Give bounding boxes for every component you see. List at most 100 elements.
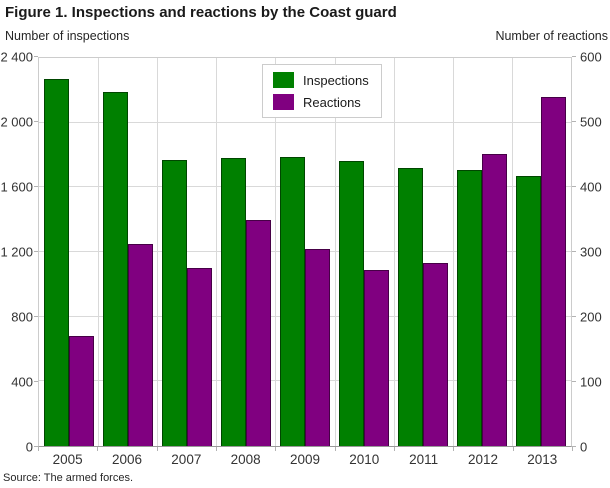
tick-label: 100 xyxy=(580,374,602,390)
tick-label: 800 xyxy=(11,309,33,325)
tick-mark xyxy=(34,121,38,122)
chart-title: Figure 1. Inspections and reactions by t… xyxy=(5,4,397,21)
legend-label-reactions: Reactions xyxy=(303,94,361,110)
x-axis-labels: 2005 2006 2007 2008 2009 2010 2011 2012 2013 xyxy=(38,452,572,467)
tick-mark xyxy=(572,186,576,188)
legend-item-inspections[interactable]: Inspections xyxy=(273,72,369,88)
tick-label: 2 400 xyxy=(0,49,33,65)
bar-inspections-2005 xyxy=(43,79,69,446)
reactions-swatch-icon xyxy=(273,94,294,110)
bar-reactions-2005 xyxy=(68,336,94,446)
bar-inspections-2012 xyxy=(457,169,483,446)
left-axis-title: Number of inspections xyxy=(5,29,130,43)
tick-label: 2 000 xyxy=(0,114,33,130)
bar-group-2010 xyxy=(335,58,394,446)
bar-reactions-2012 xyxy=(482,153,508,446)
x-axis-label-2012: 2012 xyxy=(467,452,498,467)
tick-mark xyxy=(572,446,576,447)
legend-item-reactions[interactable]: Reactions xyxy=(273,94,369,110)
bar-inspections-2010 xyxy=(339,161,365,446)
tick-mark xyxy=(572,381,576,383)
tick-label: 400 xyxy=(11,374,33,390)
bar-reactions-2013 xyxy=(541,96,567,446)
tick-label: 0 xyxy=(580,439,588,455)
x-axis-label-2008: 2008 xyxy=(230,452,261,467)
bar-reactions-2007 xyxy=(186,268,212,446)
tick-label: 0 xyxy=(25,439,33,455)
tick-label: 600 xyxy=(580,49,602,65)
x-axis-label-2013: 2013 xyxy=(527,452,558,467)
v-gridline xyxy=(275,58,277,446)
plot-area xyxy=(38,57,572,447)
x-tick-mark xyxy=(97,447,99,451)
tick-label: 500 xyxy=(580,114,602,130)
h-gridline xyxy=(39,121,571,123)
legend: Inspections Reactions xyxy=(262,64,382,118)
tick-mark xyxy=(572,251,576,252)
right-axis-tick-labels: 0 100 200 300 400 500 600 xyxy=(580,51,610,454)
tick-mark xyxy=(572,56,576,57)
bar-reactions-2006 xyxy=(127,243,153,446)
tick-mark xyxy=(34,56,38,57)
bar-group-2005 xyxy=(39,58,98,446)
bar-reactions-2008 xyxy=(245,219,271,446)
tick-label: 1 600 xyxy=(0,179,33,195)
tick-mark xyxy=(572,121,576,122)
tick-mark xyxy=(34,251,38,252)
bar-reactions-2009 xyxy=(304,248,330,446)
v-gridline xyxy=(393,58,395,446)
v-gridline xyxy=(334,58,336,446)
v-gridline xyxy=(216,58,218,446)
tick-label: 1 200 xyxy=(0,244,33,260)
v-gridline xyxy=(452,58,454,446)
bar-group-2007 xyxy=(157,58,216,446)
v-gridline xyxy=(511,58,513,446)
x-axis-tick-marks xyxy=(38,447,573,451)
legend-label-inspections: Inspections xyxy=(303,72,369,88)
right-axis-tick-marks xyxy=(572,56,576,447)
x-tick-mark xyxy=(453,447,455,451)
x-tick-mark xyxy=(38,447,39,451)
x-axis-label-2007: 2007 xyxy=(171,452,202,467)
bar-group-2013 xyxy=(512,58,571,446)
left-axis-tick-labels: 0 400 800 1 200 1 600 2 000 2 400 xyxy=(0,51,33,454)
bar-group-2009 xyxy=(275,58,334,446)
tick-mark xyxy=(34,186,38,188)
tick-label: 300 xyxy=(580,244,602,260)
bar-group-2008 xyxy=(216,58,275,446)
x-axis-label-2011: 2011 xyxy=(409,452,439,467)
bar-group-2011 xyxy=(394,58,453,446)
bar-inspections-2011 xyxy=(398,167,424,446)
bar-group-2006 xyxy=(98,58,157,446)
bar-reactions-2011 xyxy=(423,263,449,446)
tick-mark xyxy=(34,381,38,383)
bar-group-2012 xyxy=(453,58,512,446)
inspections-swatch-icon xyxy=(273,72,294,88)
v-gridline xyxy=(157,58,159,446)
x-tick-mark xyxy=(334,447,336,451)
source-note: Source: The armed forces. xyxy=(3,472,134,484)
right-axis-title: Number of reactions xyxy=(495,29,608,43)
left-axis-tick-marks xyxy=(34,56,38,447)
bar-reactions-2010 xyxy=(364,270,390,446)
bar-inspections-2007 xyxy=(161,159,187,446)
x-axis-label-2006: 2006 xyxy=(111,452,143,467)
x-tick-mark xyxy=(156,447,158,451)
x-tick-mark xyxy=(394,447,395,451)
bar-inspections-2006 xyxy=(102,91,128,446)
bar-inspections-2008 xyxy=(220,158,246,446)
x-tick-mark xyxy=(512,447,514,451)
tick-label: 200 xyxy=(580,309,602,325)
tick-label: 400 xyxy=(580,179,602,195)
tick-mark xyxy=(572,316,576,318)
bar-inspections-2013 xyxy=(516,176,542,446)
h-gridline xyxy=(39,186,571,188)
x-tick-mark xyxy=(275,447,277,451)
x-tick-mark xyxy=(572,447,573,451)
v-gridline xyxy=(98,58,100,446)
tick-mark xyxy=(34,446,38,447)
x-tick-mark xyxy=(216,447,217,451)
bar-inspections-2009 xyxy=(279,156,305,446)
x-axis-label-2005: 2005 xyxy=(52,452,83,467)
